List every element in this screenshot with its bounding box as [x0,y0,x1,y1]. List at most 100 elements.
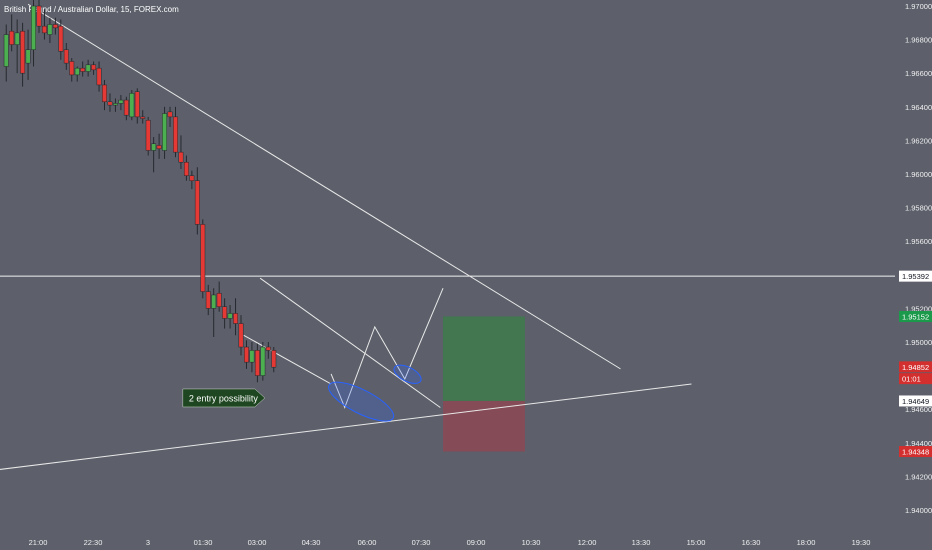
candle-up [129,90,135,121]
candle-up [14,19,20,74]
loss-zone[interactable] [443,400,525,452]
candle-up [3,24,9,82]
candle-up [260,342,266,381]
position-tool-group [443,316,525,452]
candle-body [260,346,266,376]
candle-body [96,67,102,86]
time-tick-label: 12:00 [578,538,597,547]
annotation-callout[interactable]: 2 entry possibility [182,388,266,408]
candle-down [140,110,146,124]
price-axis: 1.97000 1.96800 1.96600 1.96400 1.96200 1.960… [905,2,932,515]
candle-body [9,30,15,45]
time-tick-label: 07:30 [412,538,431,547]
price-tick-label: 1.97000 [905,2,932,11]
candle-body [254,350,260,376]
entry-zone-1[interactable] [324,375,399,429]
candle-body [91,64,97,71]
candle-body [36,5,42,27]
candle-down [233,298,239,336]
entry-zone-2[interactable] [391,361,424,387]
candle-down [156,133,162,159]
candle-body [63,49,69,64]
candle-up [227,305,233,329]
candle-body [211,294,217,309]
lower-support-line[interactable] [0,383,692,470]
time-tick-label: 01:30 [194,538,213,547]
candle-down [102,79,107,111]
candle-body [271,350,277,368]
price-tag-bg [899,270,932,282]
candle-body [123,99,129,116]
candle-body [47,24,53,35]
candle-body [167,111,173,118]
candle-body [145,119,151,151]
candle-body [80,67,86,72]
candle-body [151,143,157,151]
candle-down [58,19,64,60]
candle-body [14,32,20,45]
candle-down [254,343,260,383]
price-tag-bg [899,395,932,407]
candle-body [58,25,64,52]
upper-trendline[interactable] [27,3,621,370]
price-tags-group: 1.95392 1.95152 1.94852 01:01 1.94649 1.94348 [899,270,932,458]
candle-body [25,49,31,64]
annotation-box[interactable] [182,388,266,408]
candle-body [118,99,124,104]
candle-body [69,61,75,76]
candle-body [3,34,9,67]
price-tick-label: 1.96200 [905,136,932,145]
price-tag: 1.95152 [899,310,932,322]
candle-up [25,29,31,80]
candle-body [173,116,178,153]
price-tag-bg [899,373,932,385]
candle-down [216,281,222,312]
candle-down [107,93,113,112]
candle-body [183,161,189,176]
price-tick-label: 1.94400 [905,439,932,448]
candle-body [200,224,206,292]
time-axis: 21:00 22:30 3 01:30 03:00 04:30 06:00 07:30 09:0… [29,538,871,547]
candle-up [112,98,118,112]
candle-body [162,113,168,151]
candle-body [20,30,26,74]
projection-group [330,288,444,409]
projection-path[interactable] [330,288,444,409]
candle-body [216,293,222,307]
candle-body [134,91,140,118]
channel-upper[interactable] [259,277,441,408]
price-tag: 1.94649 [899,395,932,407]
price-tag: 1.94852 [899,361,932,373]
candle-body [74,67,80,76]
profit-zone[interactable] [443,316,525,401]
candle-down [145,116,151,156]
channel-lower[interactable] [243,334,332,385]
price-tick-label: 1.94600 [905,405,932,414]
time-tick-label: 18:00 [797,538,816,547]
candle-up [249,342,255,373]
candle-up [74,66,80,82]
candle-down [189,170,195,190]
price-tag-bg [899,361,932,373]
price-tag: 01:01 [899,373,932,385]
time-tick-label: 03:00 [248,538,267,547]
time-tick-label: 13:30 [632,538,651,547]
candle-down [134,88,140,124]
price-tag-bg [899,446,932,458]
candle-body [129,93,135,118]
candle-down [244,340,249,369]
candle-body [238,323,244,348]
symbol-title[interactable]: British Pound / Australian Dollar, 15, F… [4,5,179,14]
candle-down [36,0,42,33]
candle-down [178,135,184,169]
candle-body [107,101,113,106]
price-tag-label: 1.95152 [902,312,929,321]
annotation-text: 2 entry possibility [189,393,259,403]
time-tick-label: 3 [146,538,150,547]
candle-up [151,137,157,173]
candle-down [20,22,26,87]
candle-down [167,106,173,127]
price-tick-label: 1.96400 [905,103,932,112]
